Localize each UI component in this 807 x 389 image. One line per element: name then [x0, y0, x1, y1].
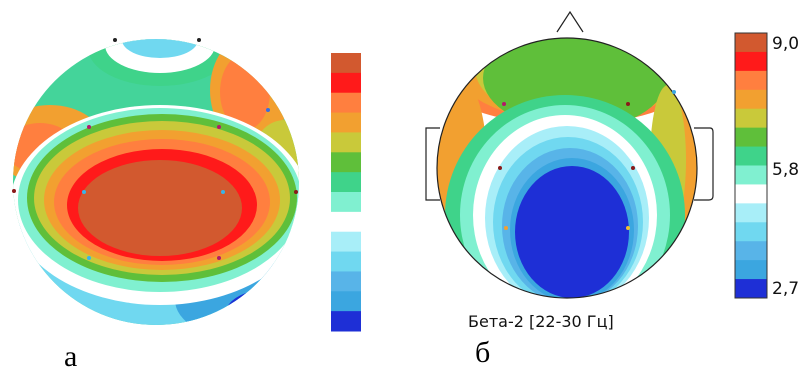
scale-swatch: [331, 311, 361, 332]
scale-swatch: [331, 251, 361, 272]
scale-swatch: [331, 291, 361, 312]
scale-swatch: [735, 165, 767, 185]
scale-swatch: [331, 53, 361, 74]
scale-swatch: [735, 70, 767, 91]
scale-swatch: [331, 152, 361, 173]
scale-mid-label: 5,8: [772, 160, 800, 180]
scale-min-label: 2,7: [772, 279, 800, 299]
panel-label-b: б: [475, 336, 491, 369]
scale-swatch: [331, 132, 361, 153]
scale-swatch: [331, 172, 361, 193]
scale-swatch: [735, 222, 767, 242]
scale-swatch: [331, 192, 361, 213]
scale-swatch: [331, 231, 361, 253]
panel-caption-b: Бета-2 [22-30 Гц]: [468, 312, 614, 331]
scale-swatch: [735, 108, 767, 129]
brain-map-b: [437, 38, 697, 298]
scale-swatch: [331, 92, 361, 114]
panel-label-a: а: [64, 340, 78, 373]
scale-swatch: [331, 72, 361, 94]
scale-swatch: [331, 211, 361, 233]
color-scale-b: [734, 32, 768, 299]
electrodes-a: [12, 38, 298, 260]
scale-swatch: [735, 146, 767, 166]
scale-swatch: [331, 271, 361, 292]
scale-swatch: [331, 112, 361, 133]
scale-swatch: [735, 279, 767, 299]
scale-max-label: 9,0: [772, 34, 800, 54]
scale-swatch: [735, 89, 767, 110]
scale-swatch: [735, 127, 767, 148]
head-outline-b: [425, 10, 714, 201]
electrodes-b: [498, 90, 676, 230]
scale-swatch: [735, 51, 767, 72]
brain-map-a: [13, 39, 299, 325]
scale-swatch: [735, 260, 767, 280]
scale-outline: [734, 32, 768, 299]
scale-swatch: [735, 184, 767, 204]
color-scale-a: [331, 53, 361, 332]
head-circle-b: [436, 37, 698, 299]
scale-swatch: [735, 33, 767, 53]
scale-swatch: [735, 241, 767, 261]
scale-swatch: [735, 203, 767, 223]
